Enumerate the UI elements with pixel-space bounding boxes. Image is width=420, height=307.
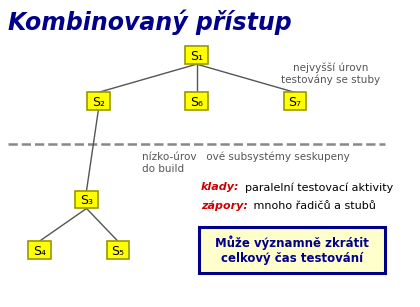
Text: S₆: S₆	[190, 96, 203, 109]
Text: nízko-úrov   ové subsystémy seskupeny
do build: nízko-úrov ové subsystémy seskupeny do b…	[142, 152, 349, 174]
Text: zápory:: zápory:	[201, 200, 247, 211]
FancyBboxPatch shape	[185, 92, 208, 110]
FancyBboxPatch shape	[75, 191, 98, 208]
FancyBboxPatch shape	[185, 46, 208, 64]
FancyBboxPatch shape	[199, 227, 386, 273]
FancyBboxPatch shape	[107, 241, 129, 259]
Text: Může významně zkrátit
celkový čas testování: Může významně zkrátit celkový čas testov…	[215, 235, 369, 265]
FancyBboxPatch shape	[87, 92, 97, 96]
FancyBboxPatch shape	[185, 46, 196, 50]
Text: S₃: S₃	[80, 194, 93, 207]
Text: S₇: S₇	[289, 96, 302, 109]
FancyBboxPatch shape	[28, 241, 38, 245]
FancyBboxPatch shape	[75, 191, 85, 194]
Text: S₂: S₂	[92, 96, 105, 109]
FancyBboxPatch shape	[185, 92, 196, 96]
Text: klady:: klady:	[201, 182, 239, 192]
Text: Kombinovaný přístup: Kombinovaný přístup	[8, 9, 291, 35]
FancyBboxPatch shape	[284, 92, 307, 110]
FancyBboxPatch shape	[28, 241, 51, 259]
Text: paralelní testovací aktivity: paralelní testovací aktivity	[238, 182, 393, 192]
FancyBboxPatch shape	[87, 92, 110, 110]
FancyBboxPatch shape	[107, 241, 117, 245]
FancyBboxPatch shape	[284, 92, 294, 96]
Text: S₄: S₄	[33, 245, 46, 258]
Text: mnoho řadičů a stubů: mnoho řadičů a stubů	[250, 201, 375, 211]
Text: nejvyšší úrovn
testovány se stuby: nejvyšší úrovn testovány se stuby	[281, 62, 380, 85]
Text: S₅: S₅	[111, 245, 124, 258]
Text: S₁: S₁	[190, 50, 203, 63]
